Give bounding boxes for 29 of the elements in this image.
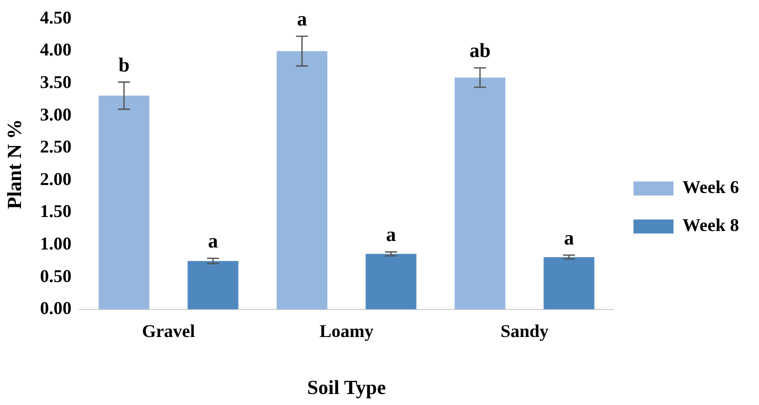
y-axis-title: Plant N % — [4, 119, 26, 210]
y-tick-label: 0.00 — [40, 298, 72, 318]
bar — [276, 51, 328, 310]
annotation: a — [386, 224, 396, 246]
x-axis-title: Soil Type — [307, 377, 386, 400]
y-tick-label: 3.50 — [40, 72, 72, 92]
y-tick-label: 1.50 — [40, 201, 72, 222]
y-tick-label: 4.00 — [40, 40, 72, 60]
x-tick-label: Loamy — [320, 320, 374, 341]
y-tick-label: 1.00 — [40, 233, 72, 254]
annotation: a — [208, 230, 218, 253]
annotation: ab — [469, 40, 491, 62]
x-tick-label: Gravel — [142, 320, 195, 341]
y-tick-label: 3.00 — [40, 104, 72, 124]
bar — [98, 96, 150, 310]
bar — [188, 260, 238, 310]
legend-label: Week 8 — [682, 215, 740, 236]
y-tick-label: 4.50 — [40, 7, 72, 28]
legend-label: Week 6 — [682, 177, 740, 198]
bar — [454, 78, 506, 310]
bar — [366, 254, 416, 310]
y-tick-label: 2.50 — [40, 136, 72, 157]
annotation: a — [564, 227, 574, 250]
annotation: b — [118, 54, 130, 76]
y-tick-label: 2.00 — [40, 168, 72, 189]
annotation: a — [297, 8, 307, 30]
x-tick-label: Sandy — [500, 320, 549, 341]
bar — [544, 257, 594, 310]
y-tick-label: 0.50 — [40, 266, 72, 286]
